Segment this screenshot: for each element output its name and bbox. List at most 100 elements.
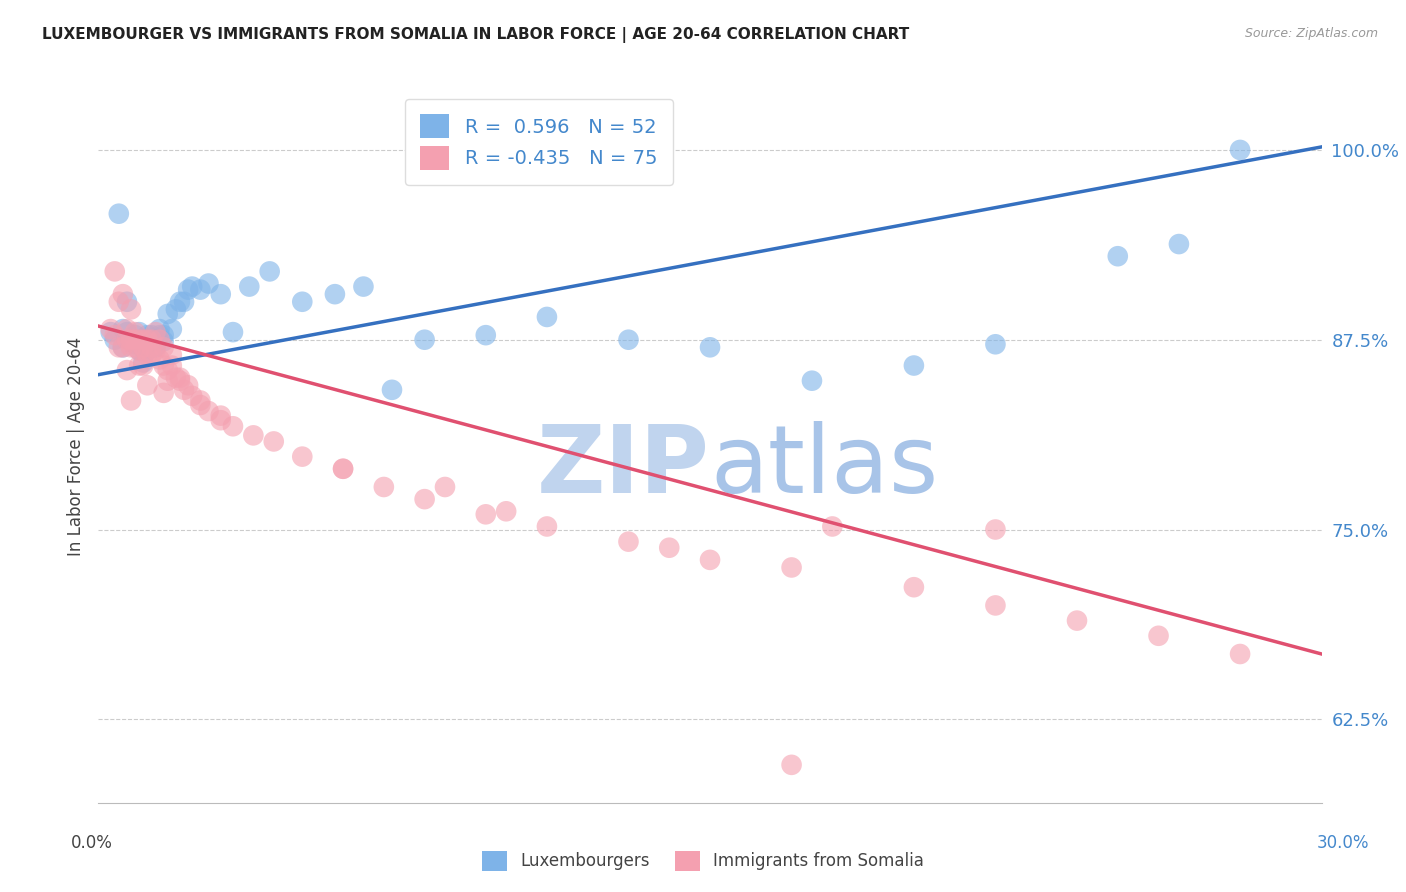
- Point: [984, 337, 1007, 351]
- Point: [658, 541, 681, 555]
- Point: [156, 363, 179, 377]
- Point: [100, 325, 122, 339]
- Point: [617, 333, 640, 347]
- Point: [141, 348, 163, 362]
- Point: [124, 340, 146, 354]
- Point: [132, 333, 155, 347]
- Point: [165, 370, 187, 384]
- Point: [238, 279, 260, 293]
- Point: [120, 333, 142, 347]
- Point: [156, 374, 179, 388]
- Point: [413, 333, 436, 347]
- Point: [132, 359, 155, 373]
- Legend: R =  0.596   N = 52, R = -0.435   N = 75: R = 0.596 N = 52, R = -0.435 N = 75: [405, 99, 673, 186]
- Point: [152, 340, 174, 354]
- Point: [173, 383, 195, 397]
- Point: [132, 355, 155, 369]
- Point: [1107, 249, 1129, 263]
- Point: [108, 340, 131, 354]
- Point: [152, 334, 174, 349]
- Text: atlas: atlas: [710, 421, 938, 514]
- Point: [1167, 237, 1189, 252]
- Point: [111, 340, 134, 354]
- Point: [801, 374, 824, 388]
- Point: [111, 287, 134, 301]
- Point: [197, 404, 219, 418]
- Point: [780, 560, 803, 574]
- Point: [536, 519, 558, 533]
- Point: [152, 359, 174, 373]
- Point: [111, 340, 134, 354]
- Point: [115, 363, 138, 377]
- Point: [495, 504, 517, 518]
- Point: [124, 325, 146, 339]
- Point: [120, 302, 142, 317]
- Point: [128, 333, 150, 347]
- Point: [291, 294, 314, 309]
- Point: [699, 553, 721, 567]
- Point: [115, 333, 138, 347]
- Text: LUXEMBOURGER VS IMMIGRANTS FROM SOMALIA IN LABOR FORCE | AGE 20-64 CORRELATION C: LUXEMBOURGER VS IMMIGRANTS FROM SOMALIA …: [42, 27, 910, 43]
- Point: [149, 352, 172, 367]
- Point: [104, 264, 127, 278]
- Point: [413, 492, 436, 507]
- Point: [145, 325, 167, 339]
- Point: [128, 359, 150, 373]
- Point: [141, 340, 163, 354]
- Point: [160, 322, 183, 336]
- Point: [188, 283, 212, 297]
- Point: [136, 333, 159, 347]
- Point: [152, 328, 174, 343]
- Point: [128, 343, 150, 358]
- Point: [263, 434, 285, 449]
- Point: [128, 325, 150, 339]
- Point: [181, 389, 204, 403]
- Point: [209, 409, 232, 423]
- Legend: Luxembourgers, Immigrants from Somalia: Luxembourgers, Immigrants from Somalia: [474, 842, 932, 880]
- Point: [617, 534, 640, 549]
- Point: [188, 398, 212, 412]
- Point: [169, 374, 191, 388]
- Point: [536, 310, 558, 324]
- Point: [124, 328, 146, 343]
- Point: [177, 283, 200, 297]
- Point: [903, 580, 925, 594]
- Point: [136, 343, 159, 358]
- Point: [160, 348, 183, 362]
- Point: [209, 287, 232, 301]
- Point: [149, 322, 172, 336]
- Point: [111, 322, 134, 336]
- Point: [136, 328, 159, 343]
- Point: [821, 519, 844, 533]
- Point: [169, 294, 191, 309]
- Point: [323, 287, 346, 301]
- Point: [108, 294, 131, 309]
- Text: Source: ZipAtlas.com: Source: ZipAtlas.com: [1244, 27, 1378, 40]
- Point: [149, 333, 172, 347]
- Point: [381, 383, 404, 397]
- Point: [188, 393, 212, 408]
- Point: [332, 462, 354, 476]
- Point: [145, 340, 167, 354]
- Point: [222, 325, 245, 339]
- Point: [156, 307, 179, 321]
- Point: [124, 333, 146, 347]
- Point: [984, 523, 1007, 537]
- Point: [120, 393, 142, 408]
- Point: [141, 337, 163, 351]
- Point: [132, 333, 155, 347]
- Text: ZIP: ZIP: [537, 421, 710, 514]
- Point: [1229, 143, 1251, 157]
- Point: [165, 302, 187, 317]
- Point: [474, 508, 498, 522]
- Point: [115, 294, 138, 309]
- Point: [100, 322, 122, 336]
- Point: [120, 333, 142, 347]
- Point: [1066, 614, 1088, 628]
- Text: 30.0%: 30.0%: [1316, 834, 1369, 852]
- Point: [222, 419, 245, 434]
- Point: [242, 428, 264, 442]
- Point: [1229, 647, 1251, 661]
- Point: [373, 480, 395, 494]
- Point: [104, 333, 127, 347]
